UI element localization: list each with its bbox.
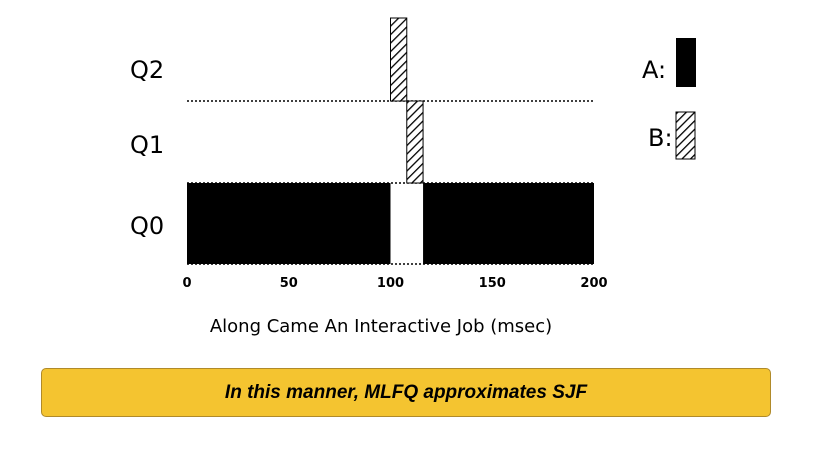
x-tick-label: 150	[479, 276, 506, 291]
job-segments	[187, 17, 594, 264]
x-tick-label: 0	[182, 276, 191, 291]
queue-label-q1: Q1	[130, 131, 164, 159]
legend-label-a: A:	[642, 56, 666, 84]
queue-label-q0: Q0	[130, 212, 164, 240]
x-tick-label: 50	[280, 276, 298, 291]
job-a-segment-q0	[423, 183, 594, 264]
x-tick-label: 100	[377, 276, 404, 291]
legend-label-b: B:	[648, 124, 673, 152]
job-a-segment-q0	[187, 183, 391, 264]
mlfq-diagram: Q2 Q1 Q0 0 50 100 150 200 Along Came An …	[130, 17, 696, 337]
job-b-segment-q1	[406, 100, 424, 184]
legend-swatch-b	[675, 111, 696, 160]
x-tick-label: 200	[580, 276, 607, 291]
legend-swatch-a	[676, 38, 696, 87]
x-axis-label: Along Came An Interactive Job (msec)	[210, 316, 552, 337]
summary-banner: In this manner, MLFQ approximates SJF	[41, 368, 771, 417]
job-b-segment-q2	[390, 17, 408, 102]
queue-label-q2: Q2	[130, 56, 164, 84]
banner-text: In this manner, MLFQ approximates SJF	[224, 381, 588, 403]
